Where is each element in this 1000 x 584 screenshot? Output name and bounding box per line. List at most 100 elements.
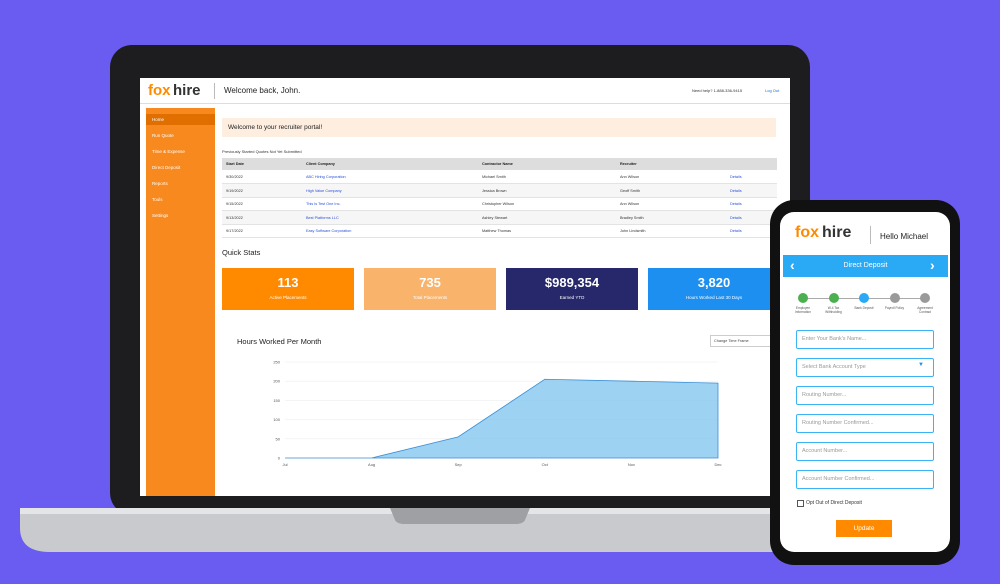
chart: 0 50 100 150 200 250 Jul Aug Sep Oct Nov Dec xyxy=(273,360,721,468)
y-tick-label: 100 xyxy=(273,417,280,422)
table-cell[interactable]: Details xyxy=(730,175,742,179)
table-cell: John Lindsmith xyxy=(620,229,646,233)
table-header: Start Date xyxy=(226,162,244,166)
table-cell: Ashley Stewart xyxy=(482,215,508,220)
update-button[interactable]: Update xyxy=(836,520,892,537)
table-cell: 9/30/2022 xyxy=(226,175,243,179)
step-circle xyxy=(859,293,869,303)
phone-ui: fox hire Hello Michael ‹ › Direct Deposit Empl… xyxy=(780,212,950,552)
x-tick-label: Aug xyxy=(368,462,375,467)
x-tick-label: Oct xyxy=(542,462,549,467)
step-circle xyxy=(798,293,808,303)
y-tick-label: 0 xyxy=(278,456,281,461)
table-cell: ABC Hiring Corporation xyxy=(306,175,346,179)
table-row xyxy=(222,210,777,225)
nav-item[interactable]: Time & Expense xyxy=(152,149,185,154)
step-label: Employee Information xyxy=(795,306,811,314)
table-cell: Ann Wilson xyxy=(620,202,640,206)
table-caption: Previously Started Quotes Not Yet Submit… xyxy=(222,149,302,154)
nav-item[interactable]: Direct Deposit xyxy=(152,165,181,170)
table-row xyxy=(222,183,777,198)
nav-item[interactable]: Home xyxy=(146,114,215,125)
table-cell: 9/15/2022 xyxy=(226,202,243,206)
checkbox-label: Opt Out of Direct Deposit xyxy=(806,500,862,506)
table-cell: Best Platforms LLC xyxy=(306,215,339,220)
table-cell: High Value Company xyxy=(306,188,342,193)
step-circle xyxy=(889,293,900,303)
table-cell: Ann Wilson xyxy=(620,175,640,179)
back-arrow[interactable]: ‹ xyxy=(790,257,795,273)
table-cell[interactable]: Details xyxy=(730,188,742,193)
x-tick-label: Jul xyxy=(282,462,287,467)
table-header: Recruiter xyxy=(620,162,637,166)
table-cell: This Is Test One Inc. xyxy=(306,202,341,206)
checkbox[interactable] xyxy=(797,500,804,507)
help: Need help? 1-888-336-9415 xyxy=(692,88,743,93)
bar-title: Direct Deposit xyxy=(843,262,888,269)
logo: fox xyxy=(795,224,819,241)
table-cell: 9/13/2022 xyxy=(226,215,243,220)
area xyxy=(285,378,719,459)
x-tick-label: Dec xyxy=(714,462,721,467)
step-label: Payroll Policy xyxy=(884,306,905,310)
logout[interactable]: Log Out xyxy=(765,88,780,93)
table-cell[interactable]: Details xyxy=(730,202,742,206)
laptop-notch xyxy=(390,508,530,524)
nav-item[interactable]: Reports xyxy=(152,181,168,186)
step-circle xyxy=(920,293,930,303)
step-label: Bank Deposit xyxy=(854,306,874,310)
input-field[interactable]: Routing Number Confirmed... xyxy=(796,414,934,433)
logo: hire xyxy=(173,82,201,99)
phone-screen xyxy=(780,212,950,552)
laptop-base xyxy=(20,508,880,552)
laptop-ui: fox hire Welcome back, John. Need help? 1-8… xyxy=(140,78,790,496)
stat-card xyxy=(364,268,496,310)
input-field[interactable]: Select Bank Account Type xyxy=(796,358,934,377)
x-tick-label: Nov xyxy=(628,462,635,467)
y-tick-label: 200 xyxy=(273,379,280,384)
y-tick-label: 150 xyxy=(273,398,280,403)
stat-label: Total Placements xyxy=(412,295,448,300)
stat-value: 735 xyxy=(419,275,441,290)
greeting: Hello Michael xyxy=(880,232,929,241)
table-cell: Matthew Thomas xyxy=(482,229,512,233)
welcome: Welcome back, John. xyxy=(224,86,301,95)
nav-item[interactable]: Tools xyxy=(152,197,163,202)
stat-card xyxy=(506,268,638,310)
y-tick-label: 50 xyxy=(276,436,281,441)
table-header: Client Company xyxy=(306,162,335,166)
stat-value: 3,820 xyxy=(697,275,731,290)
table-cell: Michael Smith xyxy=(482,175,506,179)
x-tick-label: Sep xyxy=(455,462,463,467)
stat-card xyxy=(222,268,354,310)
nav-item[interactable]: Settings xyxy=(152,213,169,218)
table-cell: Geoff Smith xyxy=(620,188,640,193)
stat-label: Active Placements xyxy=(269,295,307,300)
title-bar xyxy=(783,255,948,277)
table-row xyxy=(222,224,777,238)
logo: hire xyxy=(822,224,852,241)
table-header: Contractor Name xyxy=(482,162,513,166)
table-cell: Christopher Wilson xyxy=(482,202,515,206)
table-cell: 9/17/2022 xyxy=(226,229,243,233)
table-cell: Jessica Brown xyxy=(482,188,507,193)
sidebar xyxy=(146,108,215,496)
next-arrow[interactable]: › xyxy=(930,257,935,273)
nav-item[interactable]: Run Quote xyxy=(152,133,174,138)
table-header-bg xyxy=(222,158,777,170)
table-cell[interactable]: Details xyxy=(730,215,742,220)
input-field[interactable]: Account Number... xyxy=(796,442,934,461)
stat-value: 113 xyxy=(277,275,299,290)
input-field[interactable]: Account Number Confirmed... xyxy=(796,470,934,489)
stat-value: $989,354 xyxy=(544,275,600,290)
table-cell: Easy Software Corporation xyxy=(306,229,352,233)
input-field[interactable]: Routing Number... xyxy=(796,386,934,405)
stat-card xyxy=(648,268,780,310)
input-field[interactable]: Enter Your Bank's Name... xyxy=(796,330,934,349)
step-label: W-4 Tax Withholding xyxy=(825,306,842,314)
table-cell[interactable]: Details xyxy=(730,229,742,233)
chart-title: Hours Worked Per Month xyxy=(237,337,322,346)
step-label: Agreement Contract xyxy=(917,306,933,314)
